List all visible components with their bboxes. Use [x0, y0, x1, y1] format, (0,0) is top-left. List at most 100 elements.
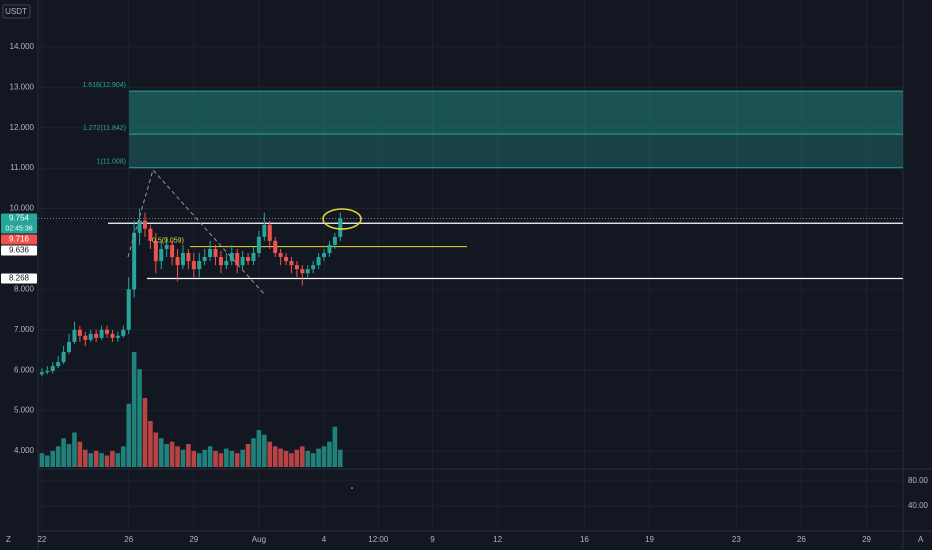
candle-body: [267, 224, 272, 241]
x-tick-label: 29: [189, 535, 198, 544]
volume-bar: [202, 449, 207, 467]
candle-body: [137, 220, 142, 233]
volume-bar: [180, 449, 186, 467]
candle-body: [180, 252, 185, 266]
highlight-ellipse: [322, 208, 362, 230]
candle-body: [153, 240, 158, 262]
volume-bar: [61, 438, 66, 467]
y-tick-label: 4.000: [14, 446, 35, 455]
candle-body: [327, 244, 332, 253]
candle-body: [289, 261, 294, 266]
candle-body: [284, 257, 289, 262]
volume-bar: [332, 426, 338, 467]
x-tick-label: 22: [37, 535, 46, 544]
volume-bar: [310, 453, 316, 467]
volume-bar: [245, 444, 251, 467]
candle-body: [311, 265, 316, 270]
pattern-lines: [127, 168, 266, 296]
volume-bar: [39, 453, 45, 467]
candle-body: [142, 220, 147, 229]
candle-body: [99, 329, 104, 338]
indicator-tick-label: 80.00: [908, 476, 929, 485]
volume-bar: [278, 448, 283, 467]
volume-bar: [104, 455, 110, 467]
x-tick-label: 26: [124, 535, 133, 544]
candle-body: [191, 261, 196, 270]
volume-bar: [153, 432, 159, 467]
candle-body: [322, 252, 327, 258]
volume-bar: [77, 441, 83, 467]
volume-bar: [234, 453, 240, 467]
x-tick-label: 12:00: [368, 535, 389, 544]
candle-body: [338, 218, 343, 237]
candle-body: [246, 257, 251, 262]
volume-bar: [213, 450, 218, 467]
volume-bar: [175, 446, 180, 467]
price-label-bg: [1, 273, 37, 284]
volume-bar: [337, 449, 343, 467]
candle-body: [67, 341, 72, 353]
volume-bar: [164, 444, 169, 467]
volume-bar: [294, 449, 300, 467]
candle-body: [170, 244, 175, 258]
corner-label: Z: [6, 535, 11, 544]
volume-bar: [110, 450, 115, 467]
y-tick-label: 10.000: [10, 204, 35, 213]
volume-bar: [218, 453, 224, 467]
x-tick-label: Aug: [252, 535, 266, 544]
candle-body: [56, 362, 61, 367]
corner-label: A: [918, 535, 924, 544]
candle-body: [332, 236, 337, 245]
candle-body: [273, 240, 278, 253]
price-label-bg: [1, 234, 37, 245]
fib-zone: [129, 91, 903, 135]
fib-label: 1.272(11.842): [83, 125, 126, 132]
x-tick-label: 9: [430, 535, 435, 544]
candle-body: [159, 248, 164, 262]
volume-bar: [148, 421, 153, 467]
candle-body: [45, 371, 50, 373]
volume-bar: [240, 449, 245, 467]
candle-body: [72, 329, 77, 342]
candle-body: [83, 335, 88, 340]
volume-bar: [283, 450, 289, 467]
volume-bar: [251, 438, 256, 467]
volume-bar: [120, 446, 126, 467]
volume-bar: [191, 450, 197, 467]
fib-half-label: 0.5(9.059): [152, 237, 184, 244]
volume-bar: [267, 441, 273, 467]
candle-body: [300, 269, 305, 274]
indicator-tick-label: 40.00: [908, 501, 929, 510]
volume-bar: [196, 453, 202, 467]
volume-bar: [137, 369, 142, 467]
candle-body: [240, 257, 245, 266]
candle-body: [61, 352, 66, 363]
x-tick-label: 4: [322, 535, 327, 544]
candle-body: [256, 236, 261, 253]
candle-body: [88, 333, 93, 340]
x-tick-label: 12: [493, 535, 502, 544]
candle-body: [208, 248, 213, 258]
volume-bar: [305, 450, 311, 467]
y-tick-label: 6.000: [14, 365, 35, 374]
candle-body: [115, 335, 120, 338]
volume-bar: [131, 352, 137, 467]
volume-bar: [224, 448, 229, 467]
y-tick-label: 12.000: [10, 123, 35, 132]
volume-bar: [93, 450, 99, 467]
candle-body: [305, 269, 310, 274]
candle-body: [175, 257, 180, 266]
volume-bar: [99, 453, 104, 467]
price-label: 8.268: [9, 274, 30, 283]
volume-bar: [169, 441, 175, 467]
candle-body: [148, 228, 153, 241]
candle-body: [39, 372, 44, 375]
price-countdown: 02:45:36: [5, 225, 32, 232]
volume-bar: [207, 446, 213, 467]
price-label: 9.716: [9, 235, 30, 244]
fib-label: 1(11.008): [97, 159, 126, 166]
y-tick-label: 8.000: [14, 284, 35, 293]
price-label: 9.754: [9, 214, 30, 223]
